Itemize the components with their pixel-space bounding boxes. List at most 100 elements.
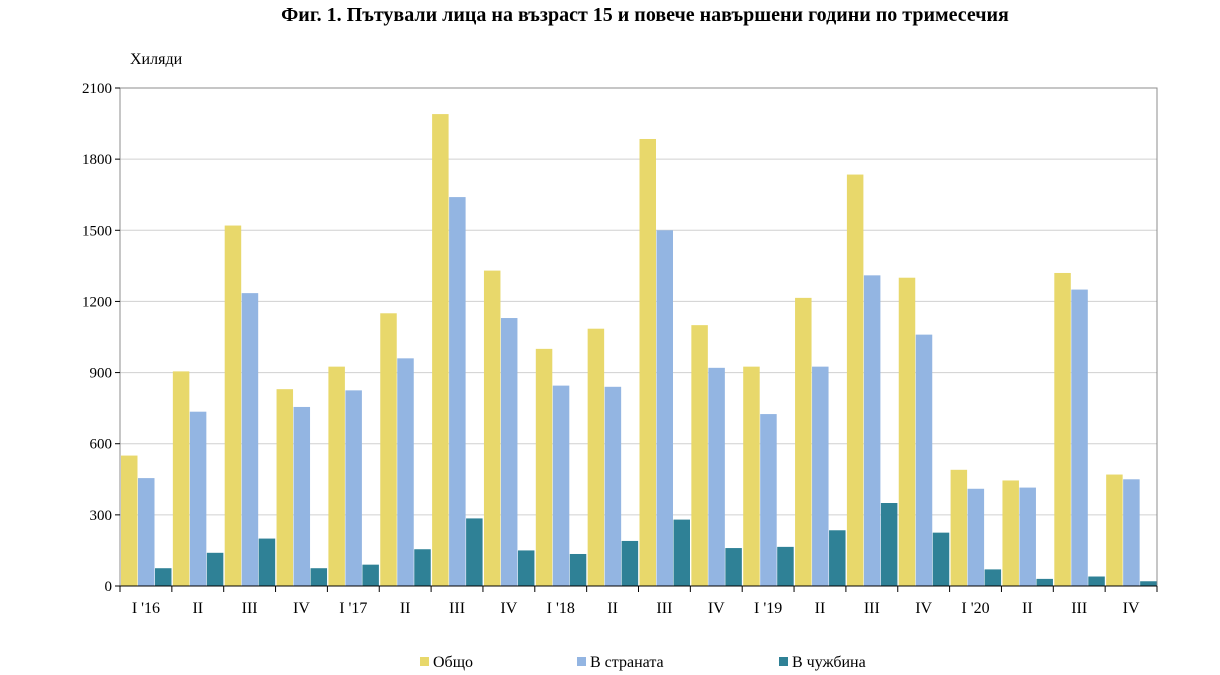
x-tick-label: I '19 [754,600,782,617]
bars [121,114,1157,587]
x-tick-label: II [192,600,203,617]
bar [846,174,864,587]
bar [1123,479,1140,586]
x-tick-label: IV [1123,600,1140,617]
bar [932,532,950,586]
bar [500,318,518,586]
bar [121,455,138,586]
y-tick-label: 1200 [82,294,112,310]
bar [189,411,207,586]
bar [1071,289,1088,586]
x-tick-label: I '20 [961,600,989,617]
bar [1002,480,1019,586]
y-tick-label: 1800 [82,152,112,168]
bar [691,325,708,586]
bar [812,366,829,586]
bar [345,390,362,586]
legend-swatch [420,657,429,666]
bar [258,538,276,586]
bar [483,270,501,586]
legend-swatch [577,657,586,666]
y-tick-label: 900 [90,366,113,382]
bar [621,540,639,586]
x-tick-label: IV [500,600,517,617]
bar [829,530,846,586]
bar [362,564,379,586]
bar [1036,578,1053,586]
y-tick-label: 1500 [82,223,112,239]
bar [984,569,1002,586]
bar [310,568,328,586]
bar [950,469,968,586]
x-tick-label: II [607,600,618,617]
x-tick-label: IV [915,600,932,617]
bar [725,548,742,586]
bar [380,313,397,586]
y-axis-unit-label: Хиляди [130,51,183,68]
bar [743,366,760,586]
bar [639,138,656,586]
x-tick-label: I '17 [339,600,367,617]
bar [155,568,172,586]
x-tick-label: II [1022,600,1033,617]
bar [172,371,190,586]
y-tick-label: 600 [90,437,113,453]
bar [673,519,690,586]
bar [898,277,916,586]
bar [604,386,622,586]
bar [760,414,777,586]
y-tick-label: 2100 [82,81,112,97]
bar [777,546,794,586]
bar [535,348,553,586]
bar [1019,487,1036,586]
bar [466,518,483,586]
bar [397,358,414,586]
bar [656,230,673,587]
x-tick-label: I '18 [547,600,575,617]
bar [795,297,812,586]
bar [863,275,881,586]
legend: Общо В страната В чужбина [420,654,866,671]
legend-label: В страната [590,654,664,671]
x-tick-label: I '16 [132,600,160,617]
bar [517,550,535,586]
bar [880,503,898,586]
legend-label: Общо [433,654,473,671]
y-tick-label: 300 [90,508,113,524]
bar [293,406,311,586]
chart-title: Фиг. 1. Пътували лица на възраст 15 и по… [281,4,1009,26]
bar [449,197,466,587]
x-tick-label: III [449,600,465,617]
x-tick-label: IV [293,600,310,617]
bar [138,478,155,586]
x-tick-label: III [242,600,258,617]
bar [328,366,345,586]
bar [206,552,224,586]
bar [569,553,587,586]
y-tick-label: 0 [105,579,113,595]
x-tick-label: III [656,600,672,617]
bar [708,367,725,586]
x-tick-label: II [400,600,411,617]
legend-swatch [779,657,788,666]
x-tick-label: III [1071,600,1087,617]
bar [552,385,570,586]
bar [414,549,431,586]
x-tick-label: IV [708,600,725,617]
x-tick-label: II [815,600,826,617]
bar [587,328,605,586]
plot-area [119,87,1158,587]
bar [241,293,259,586]
gridlines [120,87,1157,516]
bar [276,389,294,586]
bar [432,114,449,586]
x-tick-label: III [864,600,880,617]
bar [224,225,242,587]
bar [915,334,933,586]
bar [1106,474,1123,586]
legend-label: В чужбина [792,654,866,671]
bar [967,488,985,586]
bar [1054,272,1071,586]
